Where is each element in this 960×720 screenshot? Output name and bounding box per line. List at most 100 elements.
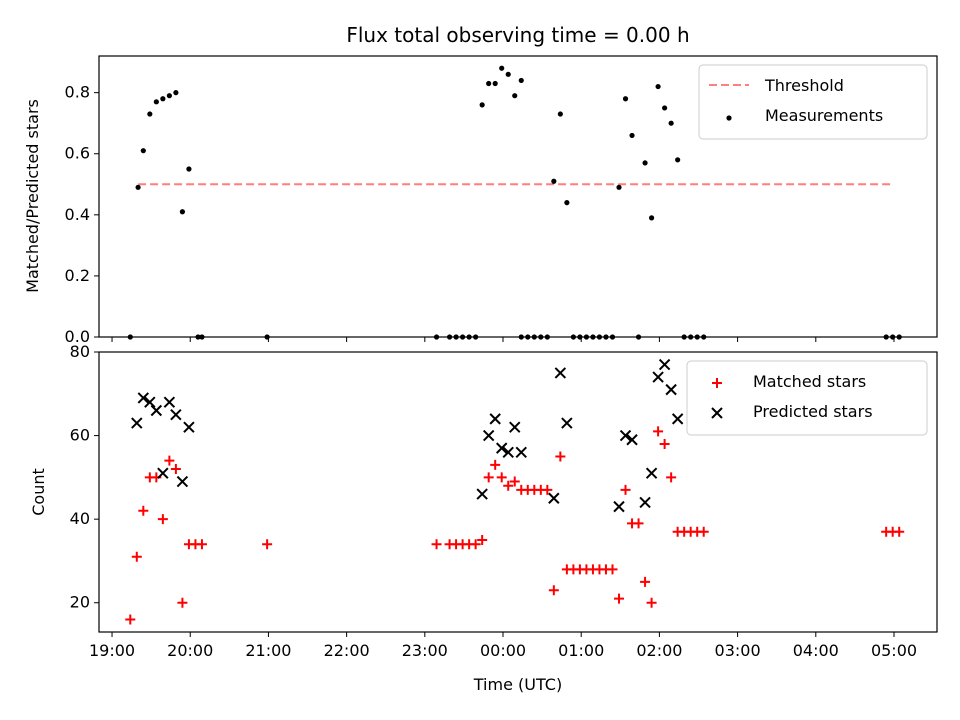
measurement-point: [135, 184, 141, 190]
measurement-point: [616, 184, 622, 190]
xtick-label: 21:00: [245, 641, 291, 660]
legend-label: Predicted stars: [753, 402, 873, 421]
measurement-point: [648, 215, 655, 221]
predicted-point: [554, 367, 567, 379]
measurement-point: [505, 71, 511, 77]
matched-point: [177, 597, 188, 608]
legend-predicted-marker: [711, 407, 723, 419]
measurement-point: [147, 111, 153, 117]
top-ytick-label: 0.6: [65, 144, 90, 163]
xtick-label: 01:00: [558, 641, 604, 660]
measurement-point: [499, 65, 505, 71]
bottom-series-1: [131, 358, 684, 513]
xlabel: Time (UTC): [473, 675, 562, 694]
legend-frame: [698, 64, 928, 140]
predicted-point: [502, 446, 514, 459]
bottom-ytick-label: 60: [70, 426, 90, 445]
measurement-point: [186, 166, 192, 172]
predicted-point: [176, 475, 189, 488]
top-axes: 0.0 0.2 0.4 0.6 0.8 Threshold Measurements: [65, 55, 938, 346]
predicted-point: [150, 404, 163, 417]
chart-title: Flux total observing time = 0.00 h: [346, 23, 689, 47]
measurement-point: [179, 209, 186, 215]
matched-point: [196, 539, 207, 550]
bottom-frame: [98, 351, 938, 633]
measurement-point: [662, 105, 668, 111]
predicted-point: [489, 413, 501, 425]
predicted-point: [144, 396, 156, 408]
predicted-point: [163, 396, 176, 408]
predicted-point: [496, 442, 508, 454]
measurement-point: [512, 93, 518, 99]
legend-label: Matched stars: [753, 372, 866, 391]
xtick-label: 22:00: [324, 641, 370, 660]
xtick-label: 00:00: [480, 641, 526, 660]
matched-point: [509, 476, 520, 487]
predicted-point: [482, 429, 495, 442]
measurement-point: [492, 80, 498, 87]
matched-point: [607, 564, 618, 575]
xtick-label: 02:00: [636, 641, 682, 660]
measurement-point: [564, 200, 570, 206]
xtick-label: 19:00: [89, 641, 135, 660]
matched-point: [555, 451, 566, 462]
matched-point: [894, 526, 905, 537]
matched-point: [477, 535, 488, 546]
bottom-ytick-label: 80: [70, 342, 90, 361]
legend-label: Threshold: [764, 76, 844, 95]
matched-point: [542, 484, 553, 495]
predicted-point: [613, 500, 625, 513]
matched-point: [548, 585, 559, 596]
matched-point: [633, 518, 644, 529]
xtick-label: 03:00: [715, 641, 761, 660]
predicted-point: [652, 371, 664, 383]
bottom-ytick-label: 40: [70, 509, 90, 528]
top-legend: Threshold Measurements: [698, 64, 928, 140]
matched-point: [431, 539, 442, 550]
matched-point: [125, 614, 136, 625]
measurement-point: [622, 96, 629, 102]
bottom-legend: Matched stars Predicted stars: [686, 360, 928, 436]
predicted-point: [619, 429, 632, 442]
predicted-point: [170, 408, 182, 421]
matched-point: [483, 472, 494, 483]
measurement-point: [655, 83, 661, 90]
matched-point: [646, 597, 657, 608]
predicted-point: [137, 392, 150, 404]
measurement-point: [518, 77, 524, 84]
matched-point: [640, 576, 651, 587]
matched-point: [470, 539, 481, 550]
measurement-point: [557, 111, 563, 117]
measurement-point: [140, 148, 146, 154]
predicted-point: [665, 383, 677, 396]
top-ytick-label: 0.2: [65, 266, 90, 285]
predicted-point: [548, 492, 560, 504]
bottom-axes: 20 40 60 80 19:00 20:00 21:00 22:00 23:00 00:00 01…: [70, 342, 938, 660]
xtick-label: 23:00: [402, 641, 448, 660]
predicted-point: [183, 421, 195, 433]
predicted-point: [157, 467, 169, 479]
measurement-point: [173, 90, 179, 96]
predicted-point: [561, 417, 573, 429]
top-ytick-label: 0.4: [65, 205, 90, 224]
matched-point: [157, 514, 168, 525]
xtick-label: 05:00: [871, 641, 917, 660]
measurement-point: [668, 120, 674, 126]
predicted-point: [509, 421, 521, 433]
matched-point: [170, 464, 181, 475]
top-ytick-label: 0.8: [65, 83, 90, 102]
legend-frame: [686, 360, 928, 436]
predicted-point: [626, 434, 638, 446]
top-frame: [98, 55, 938, 338]
bottom-series-0: [125, 426, 905, 625]
matched-point: [620, 484, 631, 495]
matched-point: [653, 426, 664, 437]
predicted-point: [671, 413, 684, 425]
matched-point: [503, 480, 514, 491]
matched-point: [659, 438, 670, 449]
measurement-point: [486, 80, 492, 87]
xtick-label: 20:00: [167, 641, 213, 660]
measurement-point: [479, 102, 485, 108]
predicted-point: [131, 417, 143, 429]
